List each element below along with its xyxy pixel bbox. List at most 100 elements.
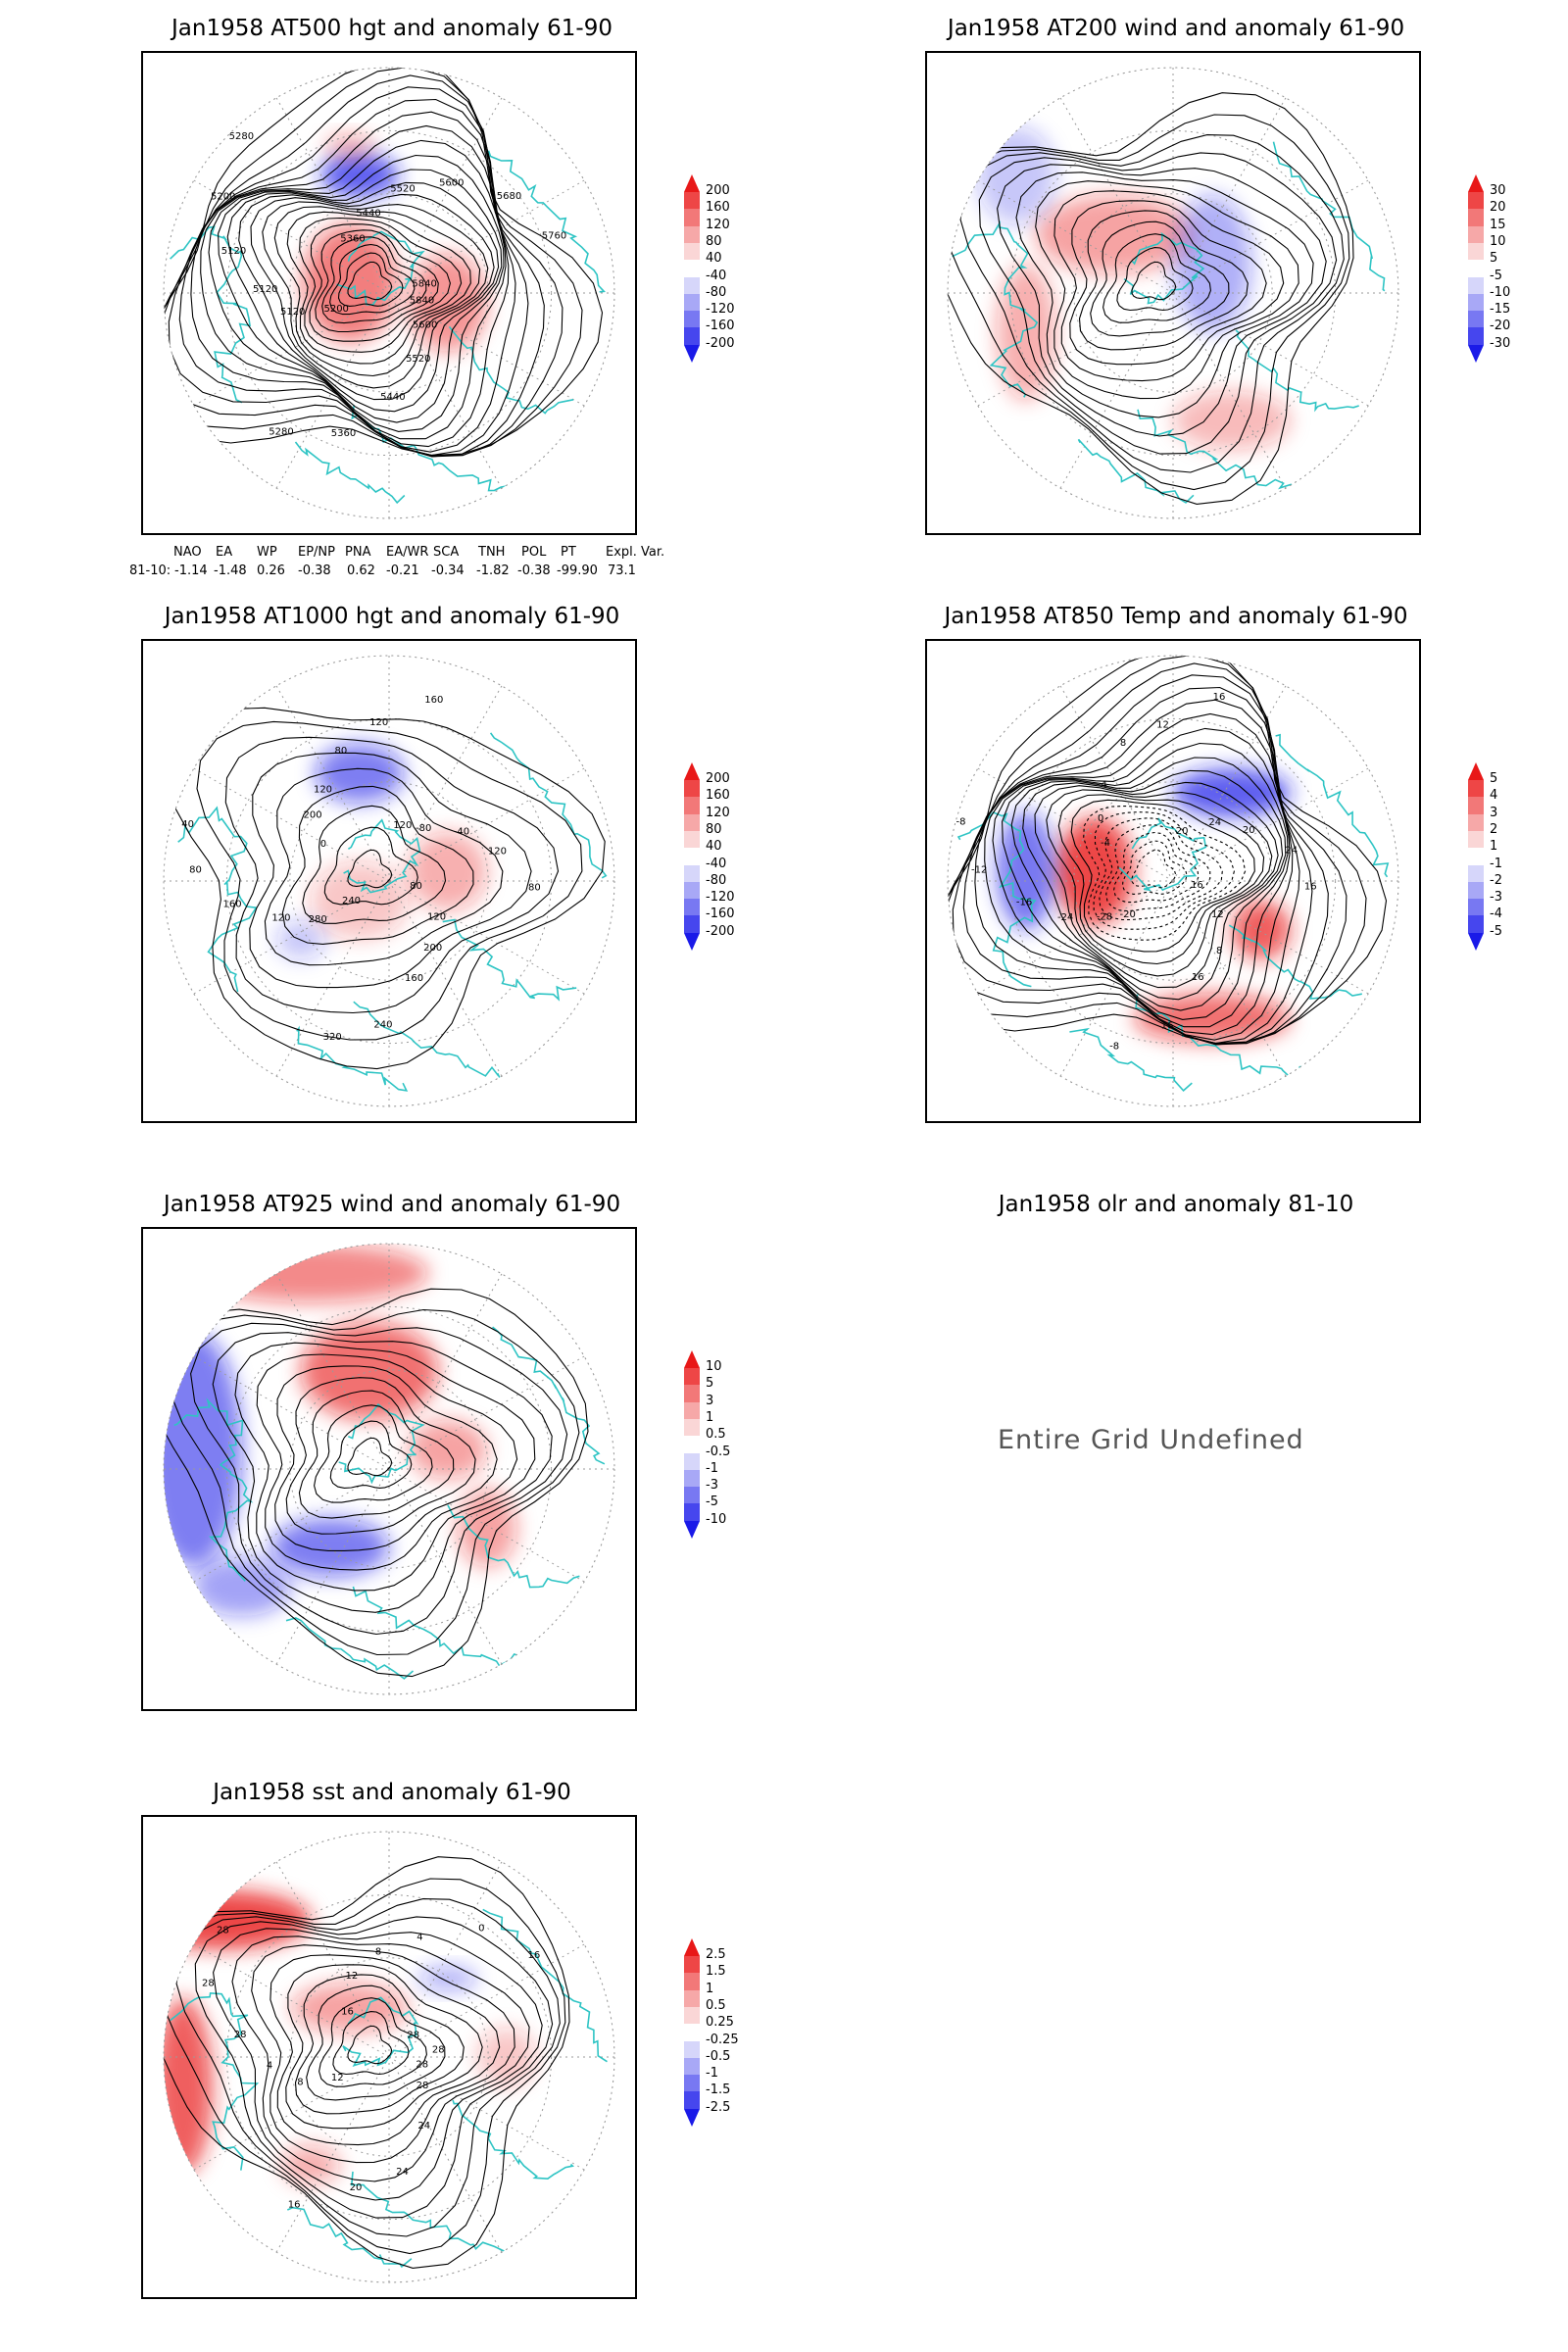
colorbar-tick-label: -3 [706,1478,718,1494]
anomaly-shading [164,1998,213,2175]
contour-line [264,767,504,966]
contour-line [302,805,447,924]
colorbar-tick-label: 20 [1490,200,1506,216]
contour-line [1035,180,1299,400]
contour-line [948,92,1354,505]
contour-line [175,1898,561,2237]
colorbar-segment [684,1368,700,1386]
contour-label: 160 [424,695,443,706]
contour-line [213,1928,543,2201]
longitude-line [275,1273,390,1470]
contour-line [169,1308,580,1656]
panel-at200: Jan1958 AT200 wind and anomaly 61-90 30 2… [784,0,1568,588]
contour-line [164,1856,570,2269]
panel-title: Jan1958 olr and anomaly 81-10 [998,1192,1354,1217]
latitude-circle [289,1369,489,1569]
contour-label: 120 [488,847,507,858]
panel-sst: Jan1958 sst and anomaly 61-90 28 28 24 24 20… [0,1764,784,2352]
contour-line [164,68,604,456]
contour-line [238,181,500,413]
contour-label: 5280 [229,131,254,142]
teleconnection-value: 0.26 [257,564,285,578]
contour-line [978,152,1338,455]
contour-label: 28 [234,2030,247,2040]
contour-line [1099,817,1223,921]
contour-line [167,707,606,1070]
contour-label: 24 [396,2167,409,2178]
colorbar-tick-label: -2.5 [706,2099,731,2115]
contour-line [1015,172,1314,418]
contour-label: 120 [271,912,290,923]
colorbar-tick-label: 40 [706,251,722,267]
coastline [338,1402,425,1485]
map-canvas [947,67,1399,519]
contour-line [318,1997,427,2087]
coastline [1077,438,1195,504]
contour-line [1010,757,1287,1011]
anomaly-shading [418,1967,477,1990]
contour-label: 120 [427,911,446,922]
colorbar-max-arrow [684,174,700,192]
contour-line [948,656,1388,1044]
colorbar-tick-label: -15 [1490,302,1511,318]
longitude-line [275,685,390,882]
longitude-line [388,1943,585,2058]
contour-label: 20 [350,2182,363,2193]
colorbar-tick-label: 1 [706,1981,714,1996]
coastline [489,732,608,879]
contour-label: -28 [1097,911,1112,922]
contour-label: 28 [202,1978,215,1988]
contour-label: 240 [373,1020,392,1031]
panel-title: Jan1958 AT200 wind and anomaly 61-90 [947,16,1405,41]
coastline [1235,329,1359,413]
longitude-line [1172,685,1287,882]
longitude-line [193,1943,390,2058]
longitude-line [388,1273,503,1470]
longitude-line [275,2056,390,2253]
colorbar-segment [1468,242,1484,261]
coastline [487,150,607,293]
teleconnection-headers: NAO EA WP EP/NP PNA EA/WR SCA TNH POL PT Expl. Var… [129,545,717,563]
hemisphere-outline [947,655,1399,1107]
coastline [350,2171,547,2261]
colorbar-segment [684,1401,700,1419]
colorbar-tick-label: 15 [1490,217,1506,232]
contour-label: 8 [1216,946,1222,956]
colorbar-segment [684,1452,700,1470]
map-content [948,68,1398,518]
contour-label: 16 [528,1950,541,1961]
teleconnection-table: NAO EA WP EP/NP PNA EA/WR SCA TNH POL PT Expl. Var… [129,545,717,584]
map-content: 80 120 200 160 240 320 240 280 120 160 80 40 0 200 120… [164,656,614,1106]
contour-line [1113,831,1200,904]
colorbar-tick-label: -1 [706,2066,718,2082]
colorbar-segment [684,881,700,900]
colorbar-segment [684,813,700,831]
teleconnection-value: -1.48 [214,564,247,578]
hemisphere-outline [163,67,615,519]
coastline [442,918,577,1002]
contour-label: 28 [407,2031,419,2041]
colorbar-tick-label: -5 [1490,268,1502,283]
hemisphere-outline [947,67,1399,519]
colorbar-segment [684,2057,700,2076]
coastline [956,811,1037,988]
hemisphere-outline [163,1831,615,2283]
contour-label: 5360 [340,233,365,244]
colorbar-max-arrow [684,762,700,780]
contour-line [299,217,463,353]
latitude-circle [1009,717,1337,1045]
contour-line [190,111,516,453]
contour-label: 28 [416,2060,428,2071]
anomaly-shading [1173,768,1291,817]
colorbar-tick-label: -40 [706,268,727,283]
colorbar-segment [684,899,700,916]
colorbar-tick-label: 3 [706,1393,714,1408]
contour-label: 5680 [497,191,521,202]
colorbar-tick-label: 40 [706,839,722,855]
contour-line [321,236,427,324]
coastline [1272,141,1386,292]
contour-line [251,1944,515,2164]
coastline [448,325,574,415]
contour-label: 5200 [323,304,348,315]
contour-label: 80 [410,881,422,892]
